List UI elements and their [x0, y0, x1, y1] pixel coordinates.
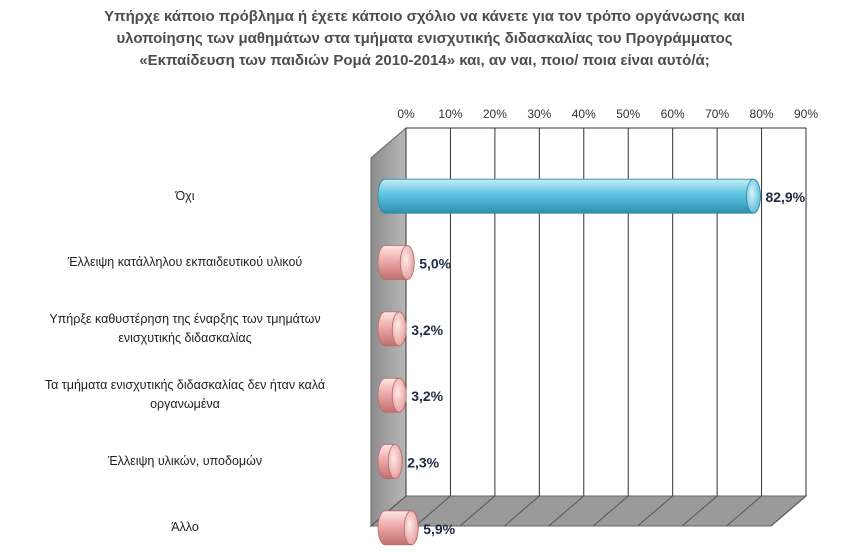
floor-gridline: [459, 495, 496, 527]
x-tick-label: 50%: [616, 107, 640, 121]
bar: [377, 444, 403, 479]
bar-cap: [391, 377, 407, 413]
floor-gridline: [592, 495, 629, 527]
x-tick-label: 20%: [483, 107, 507, 121]
category-label: Τα τμήματα ενισχυτικής διδασκαλίας δεν ή…: [5, 376, 365, 414]
data-label: 3,2%: [411, 322, 443, 338]
category-label-line: Έλλειψη κατάλληλου εκπαιδευτικού υλικού: [67, 255, 303, 269]
category-label-line: οργανωμένα: [150, 397, 220, 411]
chart-title-line-1: Υπήρχε κάποιο πρόβλημα ή έχετε κάποιο σχ…: [104, 8, 745, 25]
bar-cap: [746, 178, 761, 214]
floor-gridline: [637, 495, 673, 527]
bar: [377, 245, 415, 280]
floor-gridline: [726, 495, 762, 527]
floor-gridline: [681, 495, 718, 527]
category-label-line: Υπήρξε καθυστέρηση της έναρξης των τμημά…: [49, 312, 321, 326]
x-tick-label: 80%: [750, 107, 774, 121]
category-label: Άλλο: [5, 518, 365, 537]
category-label: Όχι: [5, 187, 365, 206]
x-tick-label: 10%: [438, 107, 462, 121]
data-label: 2,3%: [407, 455, 439, 471]
floor-gridline: [415, 495, 451, 527]
bar: [377, 510, 419, 546]
x-tick-label: 30%: [527, 107, 551, 121]
floor-gridline: [504, 495, 540, 527]
category-label-line: ενισχυτικής διδασκαλίας: [118, 331, 252, 345]
data-label: 3,2%: [411, 388, 443, 404]
bar: [377, 377, 407, 413]
plot-back-wall: [406, 128, 806, 496]
category-label: Υπήρξε καθυστέρηση της έναρξης των τμημά…: [5, 310, 365, 348]
bar-cap: [391, 311, 407, 347]
x-tick-label: 60%: [661, 107, 685, 121]
x-tick-label: 0%: [397, 107, 415, 121]
bar-cap: [387, 444, 403, 479]
category-label-line: Έλλειψη υλικών, υποδομών: [107, 454, 263, 468]
bar-cap: [403, 510, 419, 546]
chart-title-line-2: υλοποίησης των μαθημάτων στα τμήματα ενι…: [116, 30, 733, 47]
floor-gridline: [548, 495, 585, 527]
data-label: 5,0%: [419, 256, 451, 272]
bar-body: [377, 178, 761, 214]
data-label: 82,9%: [765, 189, 805, 205]
category-label-line: Άλλο: [171, 520, 199, 534]
x-tick-label: 90%: [794, 107, 818, 121]
chart-title-line-3: «Εκπαίδευση των παιδιών Ρομά 2010-2014» …: [139, 52, 710, 69]
category-label: Έλλειψη κατάλληλου εκπαιδευτικού υλικού: [5, 253, 365, 272]
category-label-line: Τα τμήματα ενισχυτικής διδασκαλίας δεν ή…: [44, 378, 326, 392]
bar: [377, 178, 761, 214]
x-tick-label: 40%: [572, 107, 596, 121]
category-label-line: Όχι: [175, 189, 195, 203]
data-label: 5,9%: [423, 521, 455, 537]
bar: [377, 311, 407, 347]
category-label: Έλλειψη υλικών, υποδομών: [5, 452, 365, 471]
floor-gridline: [770, 495, 807, 527]
bar-cap: [399, 245, 415, 280]
chart-title: Υπήρχε κάποιο πρόβλημα ή έχετε κάποιο σχ…: [0, 6, 849, 72]
x-tick-label: 70%: [705, 107, 729, 121]
